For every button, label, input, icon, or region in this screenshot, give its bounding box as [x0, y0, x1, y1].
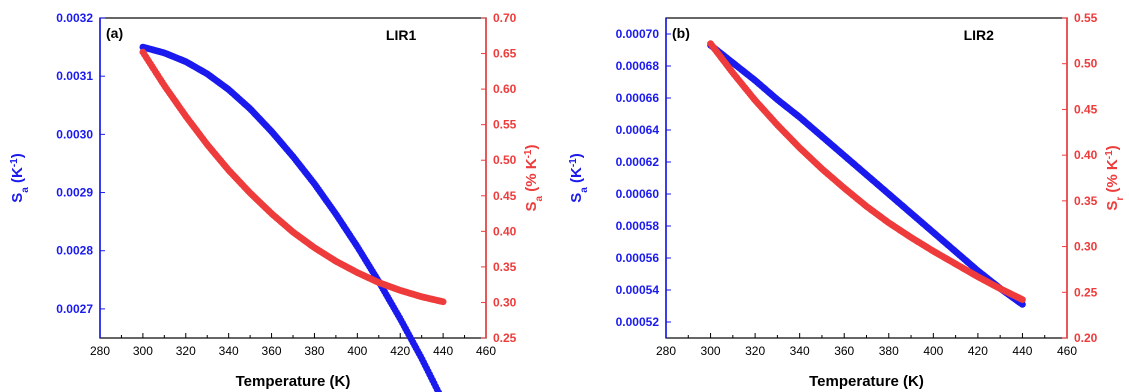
x-tick-label: 380	[304, 344, 324, 358]
x-axis-label: Temperature (K)	[236, 373, 351, 390]
x-tick-label: 300	[701, 344, 721, 358]
y-left-tick-label: 0.00054	[616, 283, 660, 297]
y-axis-label-sub: a	[20, 187, 31, 193]
y-axis-label-sub: r	[1115, 197, 1126, 201]
y-axis-label-unit-sup: -1	[1104, 150, 1115, 159]
y-axis-label-left: Sa (K-1)	[9, 153, 31, 202]
data-point	[435, 388, 442, 392]
y-axis-label-unit-sup: -1	[568, 158, 579, 167]
x-tick-label: 440	[1012, 344, 1032, 358]
series-right	[139, 48, 447, 306]
y-axis-label-unit-post: )	[1104, 145, 1121, 150]
x-tick-label: 380	[879, 344, 899, 358]
y-axis-label-base: S	[568, 193, 585, 203]
y-right-tick-label: 0.30	[1074, 240, 1098, 254]
y-right-tick-label: 0.35	[493, 260, 517, 274]
x-axis-label: Temperature (K)	[809, 373, 924, 390]
y-axis-label-unit-pre: (% K	[1104, 159, 1121, 197]
y-left-tick-label: 0.00058	[616, 219, 660, 233]
y-axis-label-base: S	[523, 201, 540, 211]
x-tick-label: 320	[176, 344, 196, 358]
y-right-tick-label: 0.60	[493, 82, 517, 96]
y-right-tick-label: 0.30	[493, 295, 517, 309]
y-right-tick-label: 0.70	[493, 11, 517, 25]
x-tick-label: 400	[347, 344, 367, 358]
y-axis-label-sub: a	[534, 195, 545, 201]
y-right-tick-label: 0.45	[493, 189, 517, 203]
x-tick-label: 360	[834, 344, 854, 358]
y-right-tick-label: 0.65	[493, 47, 517, 61]
x-tick-label: 300	[133, 344, 153, 358]
y-axis-label-unit-pre: (% K	[523, 158, 540, 196]
y-axis-label-base: S	[9, 193, 26, 203]
y-right-tick-label: 0.25	[493, 331, 517, 345]
y-right-tick-label: 0.50	[1074, 57, 1098, 71]
chart-title: LIR2	[964, 27, 995, 43]
y-right-tick-label: 0.55	[493, 118, 517, 132]
y-right-tick-label: 0.35	[1074, 194, 1098, 208]
panel-label: (a)	[106, 25, 123, 41]
x-tick-label: 440	[433, 344, 453, 358]
y-right-tick-label: 0.40	[1074, 148, 1098, 162]
panel-label: (b)	[672, 25, 690, 41]
chart-panel-b: 280 300 320 340 360 380 400 420 440 460 0.00052 0.0…	[568, 11, 1126, 390]
y-left-tick-label: 0.0028	[56, 244, 93, 258]
y-axis-label-unit-post: )	[523, 145, 540, 150]
series-left	[139, 43, 442, 392]
y-axis-label-right: Sa (% K-1)	[523, 145, 545, 212]
y-left-tick-label: 0.0029	[56, 186, 93, 200]
y-left-tick-label: 0.00062	[616, 155, 660, 169]
y-left-tick-label: 0.00068	[616, 59, 660, 73]
y-axis-label-right: Sr (% K-1)	[1104, 145, 1126, 210]
y-left-tick-label: 0.00064	[616, 123, 660, 137]
y-right-tick-label: 0.40	[493, 224, 517, 238]
y-right-tick-label: 0.25	[1074, 285, 1098, 299]
x-tick-label: 360	[262, 344, 282, 358]
y-right-tick-label: 0.20	[1074, 331, 1098, 345]
y-axis-label-left: Sa (K-1)	[568, 153, 590, 202]
x-tick-label: 280	[656, 344, 676, 358]
y-left-tick-label: 0.0027	[56, 302, 93, 316]
y-axis-label-unit-pre: (K	[568, 167, 585, 187]
y-right-tick-label: 0.45	[1074, 102, 1098, 116]
y-axis-label-unit-pre: (K	[9, 167, 26, 187]
x-tick-label: 280	[90, 344, 110, 358]
x-tick-label: 420	[390, 344, 410, 358]
chart-title: LIR1	[386, 27, 417, 43]
chart-panel-a: 280 300 320 340 360 380 400 420 440 460 0.0027 0.00…	[9, 11, 545, 392]
y-left-tick-label: 0.0032	[56, 11, 93, 25]
data-point	[1019, 301, 1026, 308]
y-axis-label-unit-post: )	[568, 153, 585, 158]
y-right-tick-label: 0.50	[493, 153, 517, 167]
x-tick-label: 400	[923, 344, 943, 358]
y-left-tick-label: 0.00070	[616, 27, 660, 41]
x-tick-label: 340	[219, 344, 239, 358]
y-axis-label-sub: a	[579, 187, 590, 193]
x-tick-label: 460	[1057, 344, 1077, 358]
y-left-tick-label: 0.00066	[616, 91, 660, 105]
y-axis-label-unit-sup: -1	[523, 149, 534, 158]
x-tick-label: 340	[790, 344, 810, 358]
x-tick-label: 320	[745, 344, 765, 358]
y-left-tick-label: 0.00056	[616, 251, 660, 265]
y-left-tick-label: 0.0030	[56, 127, 93, 141]
y-left-tick-label: 0.0031	[56, 69, 93, 83]
y-axis-label-unit-sup: -1	[9, 158, 20, 167]
y-left-tick-label: 0.00060	[616, 187, 660, 201]
series-right	[707, 40, 1026, 303]
data-point	[439, 298, 447, 306]
y-axis-label-base: S	[1104, 201, 1121, 211]
y-axis-label-unit-post: )	[9, 153, 26, 158]
series-left	[707, 41, 1026, 308]
x-tick-label: 420	[968, 344, 988, 358]
data-point	[1019, 296, 1026, 303]
y-right-tick-label: 0.55	[1074, 11, 1098, 25]
y-left-tick-label: 0.00052	[616, 315, 660, 329]
plot-frame	[99, 17, 487, 339]
x-tick-label: 460	[476, 344, 496, 358]
